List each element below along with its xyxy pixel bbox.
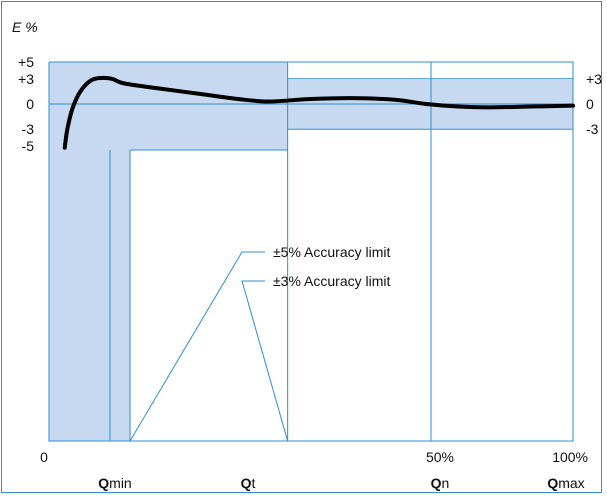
band-5pct-lower [110, 150, 130, 441]
right-tick-label: +3 [586, 71, 602, 87]
leader-5pct [129, 251, 265, 442]
limit-guides [48, 61, 574, 442]
left-tick-label: 0 [26, 96, 34, 112]
flow-tick-t: Qt [241, 475, 256, 491]
left-tick-label: +3 [18, 71, 34, 87]
flow-tick-n: Qn [431, 475, 450, 491]
right-tick-label: -3 [586, 121, 599, 137]
flow-tick-min: Qmin [98, 475, 131, 491]
label-3pct-limit: ±3% Accuracy limit [273, 273, 390, 289]
leader-3pct [241, 280, 289, 442]
band-5pct-cutout [130, 150, 288, 441]
label-5pct-limit: ±5% Accuracy limit [273, 244, 390, 260]
x-percent-tick: 50% [426, 449, 454, 465]
plot-border [48, 61, 574, 442]
flow-tick-max: Qmax [547, 475, 584, 491]
curve-layer [62, 75, 575, 150]
right-tick-label: 0 [586, 96, 594, 112]
x-percent-tick: 0 [40, 449, 48, 465]
left-tick-label: +5 [18, 54, 34, 70]
x-percent-tick: 100% [552, 449, 588, 465]
accuracy-bands [49, 62, 573, 441]
y-axis-title: E % [12, 19, 38, 35]
left-tick-label: -5 [22, 138, 35, 154]
error-curve [62, 75, 575, 150]
left-tick-label: -3 [22, 121, 35, 137]
chart-frame [1, 1, 602, 493]
axis-labels: ±5% Accuracy limit ±3% Accuracy limit E % +… [12, 19, 602, 491]
